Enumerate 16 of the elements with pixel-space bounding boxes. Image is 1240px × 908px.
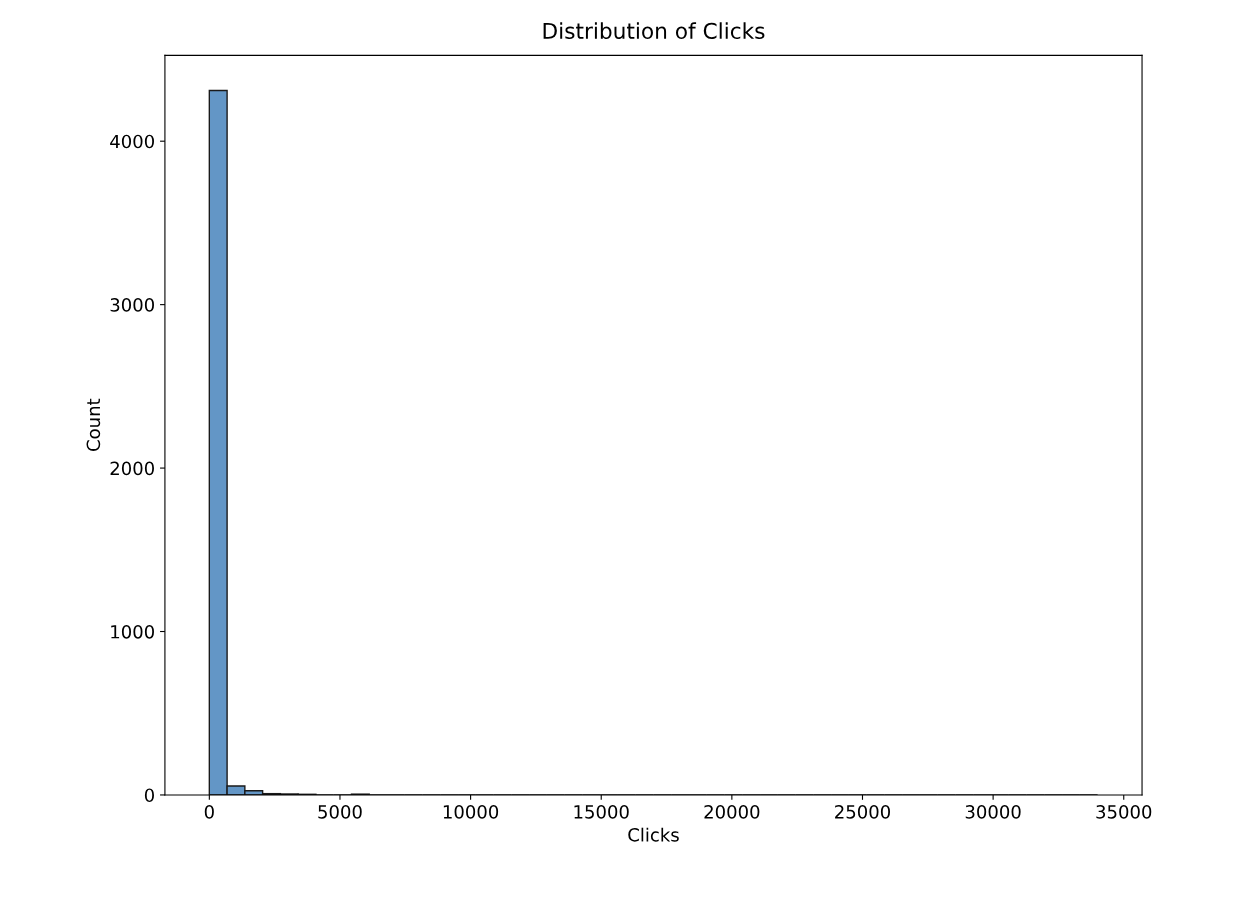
chart-title: Distribution of Clicks bbox=[543, 22, 765, 40]
x-tick-label: 0 bbox=[204, 805, 214, 819]
x-tick-label: 20000 bbox=[704, 805, 760, 819]
y-tick-label: 1000 bbox=[111, 624, 154, 639]
y-axis-title: Count bbox=[86, 398, 101, 451]
x-tick-label: 25000 bbox=[835, 805, 891, 819]
y-tick-label: 2000 bbox=[110, 461, 154, 476]
y-tick-label: 4000 bbox=[110, 134, 154, 149]
x-tick-label: 15000 bbox=[574, 805, 629, 819]
x-tick-label: 35000 bbox=[1096, 805, 1152, 819]
y-tick-label: 0 bbox=[144, 788, 154, 803]
x-axis-title: Clicks bbox=[628, 827, 679, 842]
x-tick-label: 10000 bbox=[443, 805, 499, 819]
y-tick-label: 3000 bbox=[110, 298, 154, 312]
x-tick-label: 30000 bbox=[965, 805, 1021, 819]
x-tick-label: 5000 bbox=[318, 805, 362, 819]
